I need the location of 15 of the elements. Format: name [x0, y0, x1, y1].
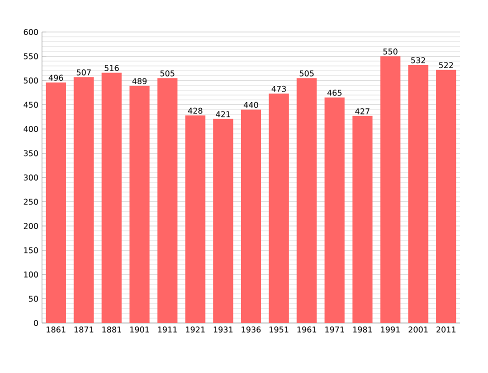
bar	[46, 82, 66, 323]
bar	[380, 56, 400, 323]
bar	[185, 115, 206, 323]
bar	[408, 64, 428, 323]
bar	[296, 78, 317, 323]
bar	[102, 72, 122, 323]
bar	[324, 97, 345, 323]
bar	[436, 70, 456, 323]
bar	[352, 116, 373, 323]
bar	[268, 94, 289, 323]
bar	[213, 118, 234, 323]
bar	[130, 86, 150, 323]
bar	[157, 78, 178, 323]
bar	[240, 110, 262, 323]
bar	[74, 77, 94, 323]
